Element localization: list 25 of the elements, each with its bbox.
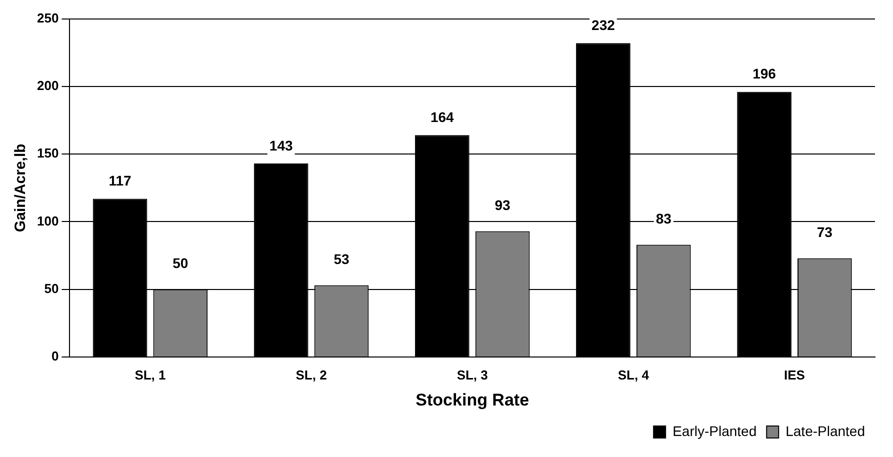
x-tick-label: SL, 2 [296,367,327,382]
data-label: 50 [172,255,188,272]
data-label: 83 [656,210,672,227]
y-tick-label: 100 [36,213,59,228]
x-tick-label: SL, 3 [456,367,488,382]
y-tick-label: 50 [44,280,59,296]
x-tick-label: SL, 4 [618,367,650,382]
y-axis-title: Gain/Acre,lb [12,144,30,232]
y-tick-label: 250 [36,10,59,26]
y-tick-label: 0 [51,348,59,364]
legend-label: Late-Planted [786,422,866,439]
legend-label: Early-Planted [672,422,757,439]
data-label: 93 [494,197,511,214]
data-label: 196 [752,66,776,82]
x-tick-label: IES [784,367,806,382]
data-label: 117 [108,172,132,189]
data-label: 73 [816,224,833,240]
data-label: 232 [592,17,616,34]
x-axis-title: Stocking Rate [416,390,530,410]
y-tick-label: 200 [36,78,59,94]
y-tick-label: 150 [36,146,59,161]
data-label: 164 [430,109,454,125]
x-tick-label: SL, 1 [134,367,166,382]
data-label: 143 [269,137,293,154]
data-label: 53 [334,251,350,268]
